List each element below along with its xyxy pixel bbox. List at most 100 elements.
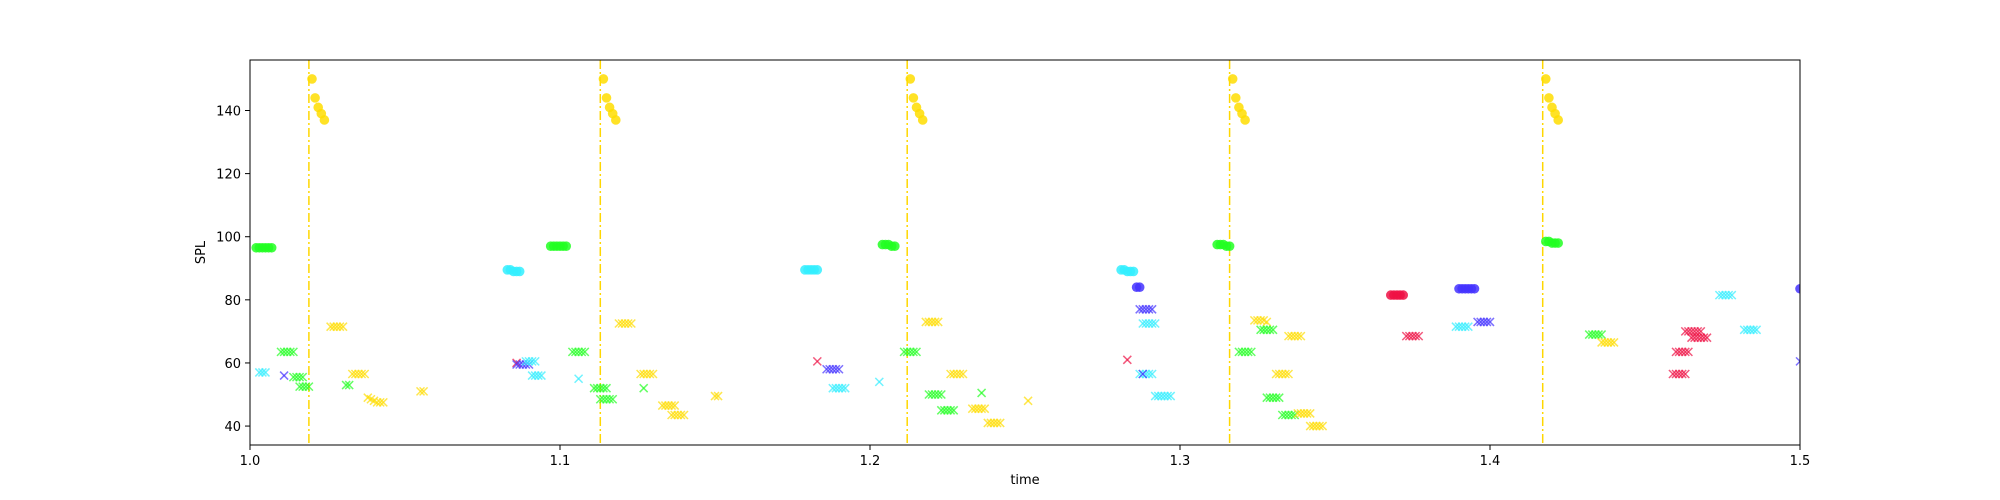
cross-marker [295, 372, 305, 382]
circle-marker [812, 265, 823, 275]
cross-marker [1463, 322, 1473, 332]
cross-marker [344, 380, 354, 390]
cross-marker [977, 404, 987, 414]
cross-marker [1699, 333, 1709, 343]
cross-marker [1460, 322, 1470, 332]
cross-marker [1597, 330, 1607, 340]
cross-marker [946, 405, 956, 415]
cross-marker [955, 369, 965, 379]
cross-marker [812, 356, 822, 366]
cross-marker [1283, 369, 1294, 379]
circle-marker [1469, 283, 1480, 294]
cross-marker [958, 369, 968, 379]
marker-lines [308, 60, 1544, 445]
circle-marker [1398, 290, 1408, 300]
circle-marker [307, 74, 317, 84]
cross-marker [626, 318, 636, 329]
y-tick-label: 80 [224, 294, 241, 309]
cross-marker [1485, 317, 1495, 327]
circle-marker [561, 241, 571, 251]
cross-marker [580, 347, 590, 357]
cross-marker [908, 347, 918, 357]
y-tick-label: 120 [216, 168, 241, 183]
x-tick-label: 1.0 [240, 454, 261, 469]
cross-marker [260, 367, 271, 377]
cross-marker [1302, 408, 1312, 418]
cross-marker [710, 391, 720, 401]
cross-marker [645, 369, 655, 379]
cross-marker [1262, 317, 1272, 327]
x-axis-ticks: 1.0 1.1 1.2 1.3 1.4 1.5 [240, 445, 1810, 469]
cross-marker [1305, 408, 1315, 418]
cross-marker [933, 317, 943, 327]
cross-marker [1163, 391, 1173, 401]
cross-marker [837, 383, 847, 393]
cross-marker [1606, 337, 1616, 347]
cross-marker [1702, 333, 1712, 343]
cross-marker [574, 374, 584, 384]
cross-marker [1122, 355, 1132, 365]
circle-marker [1544, 93, 1554, 103]
cross-marker [676, 410, 686, 420]
y-tick-label: 140 [216, 104, 241, 119]
x-tick-label: 1.4 [1480, 454, 1501, 469]
data-markers [251, 74, 1800, 431]
axes-frame [249, 59, 1801, 446]
cross-marker [1482, 317, 1492, 327]
cross-marker [713, 391, 723, 401]
circle-marker [1795, 283, 1800, 294]
cross-marker [1296, 331, 1306, 341]
circle-marker [1231, 93, 1241, 103]
cross-marker [874, 377, 884, 387]
circle-marker [601, 93, 612, 103]
cross-marker [279, 371, 289, 381]
cross-marker [285, 347, 295, 357]
cross-marker [1147, 369, 1157, 379]
cross-marker [357, 369, 367, 379]
circle-marker [1553, 238, 1563, 248]
cross-marker [911, 347, 922, 357]
cross-marker [1147, 318, 1157, 329]
circle-marker [1541, 74, 1551, 84]
cross-marker [301, 382, 311, 392]
x-axis-label: time [1010, 473, 1039, 488]
cross-marker [257, 367, 267, 377]
cross-marker [1680, 347, 1690, 357]
cross-marker [977, 388, 987, 398]
cross-marker [831, 364, 841, 374]
cross-marker [1411, 331, 1421, 341]
circle-marker [319, 115, 330, 125]
circle-marker [1240, 115, 1250, 125]
cross-marker [1144, 304, 1154, 314]
cross-marker [936, 389, 946, 400]
cross-marker [378, 397, 388, 407]
cross-marker [980, 404, 990, 414]
cross-marker [1150, 318, 1160, 329]
y-axis-ticks: 40 60 80 100 120 140 [216, 104, 250, 435]
cross-marker [335, 322, 345, 332]
circle-marker [598, 74, 609, 84]
cross-marker [1243, 347, 1253, 357]
cross-marker [608, 394, 618, 404]
cross-marker [601, 383, 612, 393]
cross-marker [1318, 421, 1328, 431]
cross-marker [304, 382, 314, 392]
cross-marker [834, 364, 844, 374]
cross-marker [679, 410, 689, 420]
circle-marker [514, 266, 525, 277]
cross-marker [598, 383, 608, 393]
cross-marker [415, 386, 426, 396]
cross-marker [341, 380, 351, 390]
x-tick-label: 1.2 [860, 454, 881, 469]
circle-marker [310, 93, 320, 103]
x-tick-label: 1.3 [1170, 454, 1191, 469]
circle-marker [1224, 241, 1235, 251]
cross-marker [288, 347, 298, 357]
cross-marker [605, 394, 615, 404]
cross-marker [1271, 393, 1281, 403]
cross-marker [995, 418, 1005, 428]
cross-marker [1414, 331, 1424, 341]
cross-marker [1727, 290, 1737, 300]
cross-marker [1274, 393, 1284, 403]
